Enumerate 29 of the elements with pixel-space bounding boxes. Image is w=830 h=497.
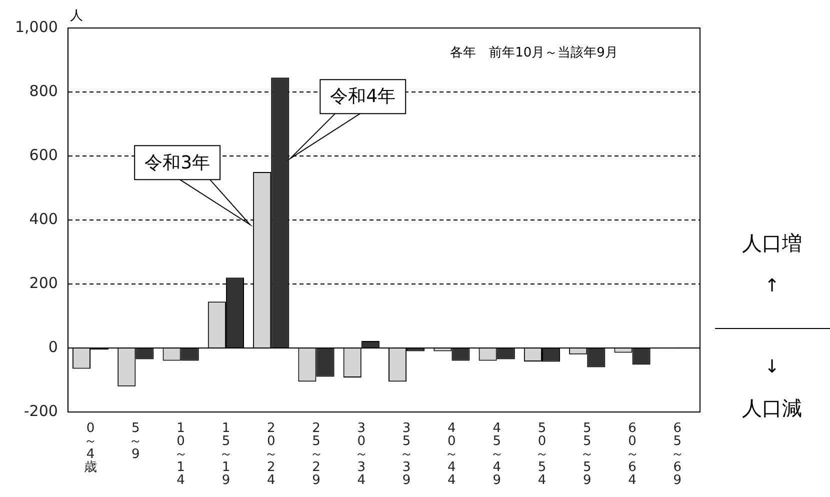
x-tick-label: 25～29 bbox=[310, 420, 323, 488]
y-tick-label: 600 bbox=[29, 146, 58, 164]
x-tick-label: 30～34 bbox=[354, 420, 368, 488]
y-tick-label: 400 bbox=[29, 210, 58, 228]
text: ↓ bbox=[764, 356, 780, 378]
x-tick-label: 55～59 bbox=[580, 420, 594, 488]
text: 令和4年 bbox=[330, 86, 396, 108]
text: 人口減 bbox=[742, 396, 802, 420]
x-tick-label: 5～9 bbox=[129, 420, 142, 462]
x-tick-label: 60～64 bbox=[626, 420, 639, 488]
y-axis-title: 人 bbox=[70, 8, 83, 24]
x-tick-label: 20～24 bbox=[264, 420, 278, 488]
y-tick-label: 1,000 bbox=[14, 18, 58, 36]
x-tick-label: 45～49 bbox=[490, 420, 504, 488]
x-tick-label: 35～39 bbox=[400, 420, 414, 488]
x-tick-label: 10～14 bbox=[174, 420, 188, 488]
text: 令和3年 bbox=[144, 152, 210, 174]
text: ↑ bbox=[764, 276, 780, 297]
y-tick-label: 800 bbox=[29, 82, 58, 100]
x-tick-label: 50～54 bbox=[535, 420, 548, 488]
x-tick-label: 0～4歳 bbox=[84, 420, 98, 475]
y-tick-label: 0 bbox=[48, 338, 58, 356]
y-tick-label: -200 bbox=[24, 402, 58, 420]
text: 人口増 bbox=[742, 231, 802, 256]
x-tick-label: 15～19 bbox=[219, 420, 232, 488]
x-tick-label: 40～44 bbox=[445, 420, 458, 488]
y-tick-label: 200 bbox=[29, 274, 58, 292]
annotation: 各年 前年10月～当該年9月 bbox=[450, 44, 618, 60]
x-tick-label: 65～69 bbox=[670, 420, 684, 488]
